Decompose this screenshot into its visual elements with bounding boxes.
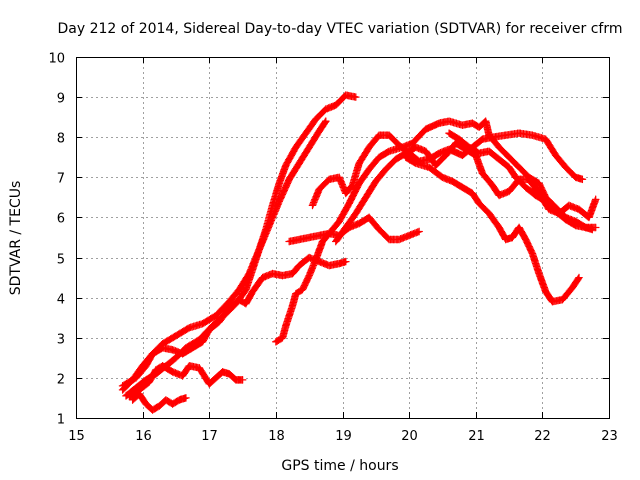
y-tick-label: 4 bbox=[57, 293, 65, 308]
data-series-layer bbox=[118, 91, 600, 414]
series-track-9 bbox=[331, 139, 600, 246]
grid-lines bbox=[76, 57, 609, 418]
series-track-5 bbox=[128, 390, 190, 414]
y-axis-label: SDTVAR / TECUs bbox=[8, 181, 24, 296]
y-tick-label: 10 bbox=[48, 52, 65, 67]
series-track-10 bbox=[401, 153, 583, 306]
series-track-6 bbox=[272, 117, 597, 346]
x-tick-label: 23 bbox=[601, 429, 618, 444]
x-tick-label: 21 bbox=[468, 429, 485, 444]
x-axis-label: GPS time / hours bbox=[281, 458, 398, 474]
series-track-11 bbox=[445, 129, 600, 232]
y-tick-label: 9 bbox=[57, 92, 65, 107]
y-tick-label: 3 bbox=[57, 333, 65, 348]
y-tick-label: 2 bbox=[57, 373, 65, 388]
chart-title: Day 212 of 2014, Sidereal Day-to-day VTE… bbox=[58, 21, 623, 37]
x-tick-label: 17 bbox=[201, 429, 218, 444]
x-tick-label: 20 bbox=[401, 429, 418, 444]
y-tick-label: 1 bbox=[57, 413, 65, 428]
y-tick-label: 7 bbox=[57, 172, 65, 187]
x-tick-label: 22 bbox=[534, 429, 551, 444]
x-tick-label: 16 bbox=[135, 429, 152, 444]
x-tick-label: 19 bbox=[335, 429, 352, 444]
series-track-4 bbox=[125, 362, 247, 400]
x-tick-label: 15 bbox=[68, 429, 85, 444]
y-tick-label: 5 bbox=[57, 253, 65, 268]
x-tick-label: 18 bbox=[268, 429, 285, 444]
y-tick-label: 8 bbox=[57, 132, 65, 147]
y-tick-label: 6 bbox=[57, 212, 65, 227]
